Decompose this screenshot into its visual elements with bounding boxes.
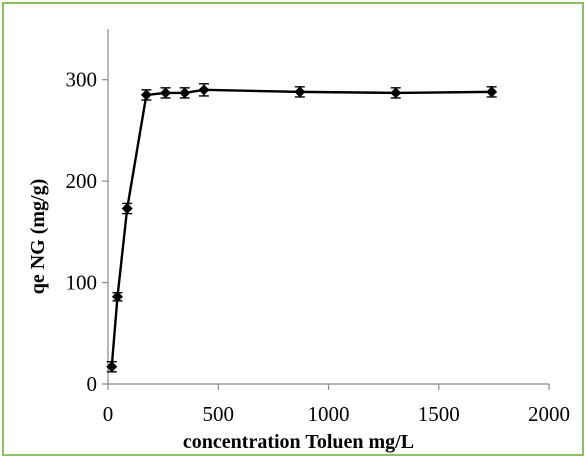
data-point: [160, 87, 172, 99]
y-ticks: 0 100 200 300: [66, 68, 108, 396]
x-tick-label: 2000: [528, 402, 570, 426]
y-tick-label: 0: [87, 372, 98, 396]
data-point: [140, 89, 152, 101]
data-point: [486, 86, 498, 98]
data-point: [121, 203, 133, 215]
data-point: [390, 87, 402, 99]
x-tick-label: 1000: [308, 402, 350, 426]
y-tick-label: 100: [66, 271, 98, 295]
x-ticks: 0 500 1000 1500 2000: [103, 384, 570, 426]
x-tick-label: 0: [103, 402, 114, 426]
data-point: [179, 87, 191, 99]
y-axis-title: qe NG (mg/g): [27, 179, 49, 295]
series-0: [106, 83, 498, 373]
data-point: [111, 291, 123, 303]
x-axis-title: concentration Toluen mg/L: [183, 431, 414, 453]
y-tick-label: 200: [66, 169, 98, 193]
x-tick-label: 500: [203, 402, 235, 426]
series-line: [110, 88, 492, 367]
axes: [107, 29, 549, 385]
data-point: [294, 86, 306, 98]
data-point: [198, 84, 210, 96]
x-tick-label: 1500: [418, 402, 460, 426]
y-tick-label: 300: [66, 68, 98, 92]
data-point: [106, 361, 118, 373]
